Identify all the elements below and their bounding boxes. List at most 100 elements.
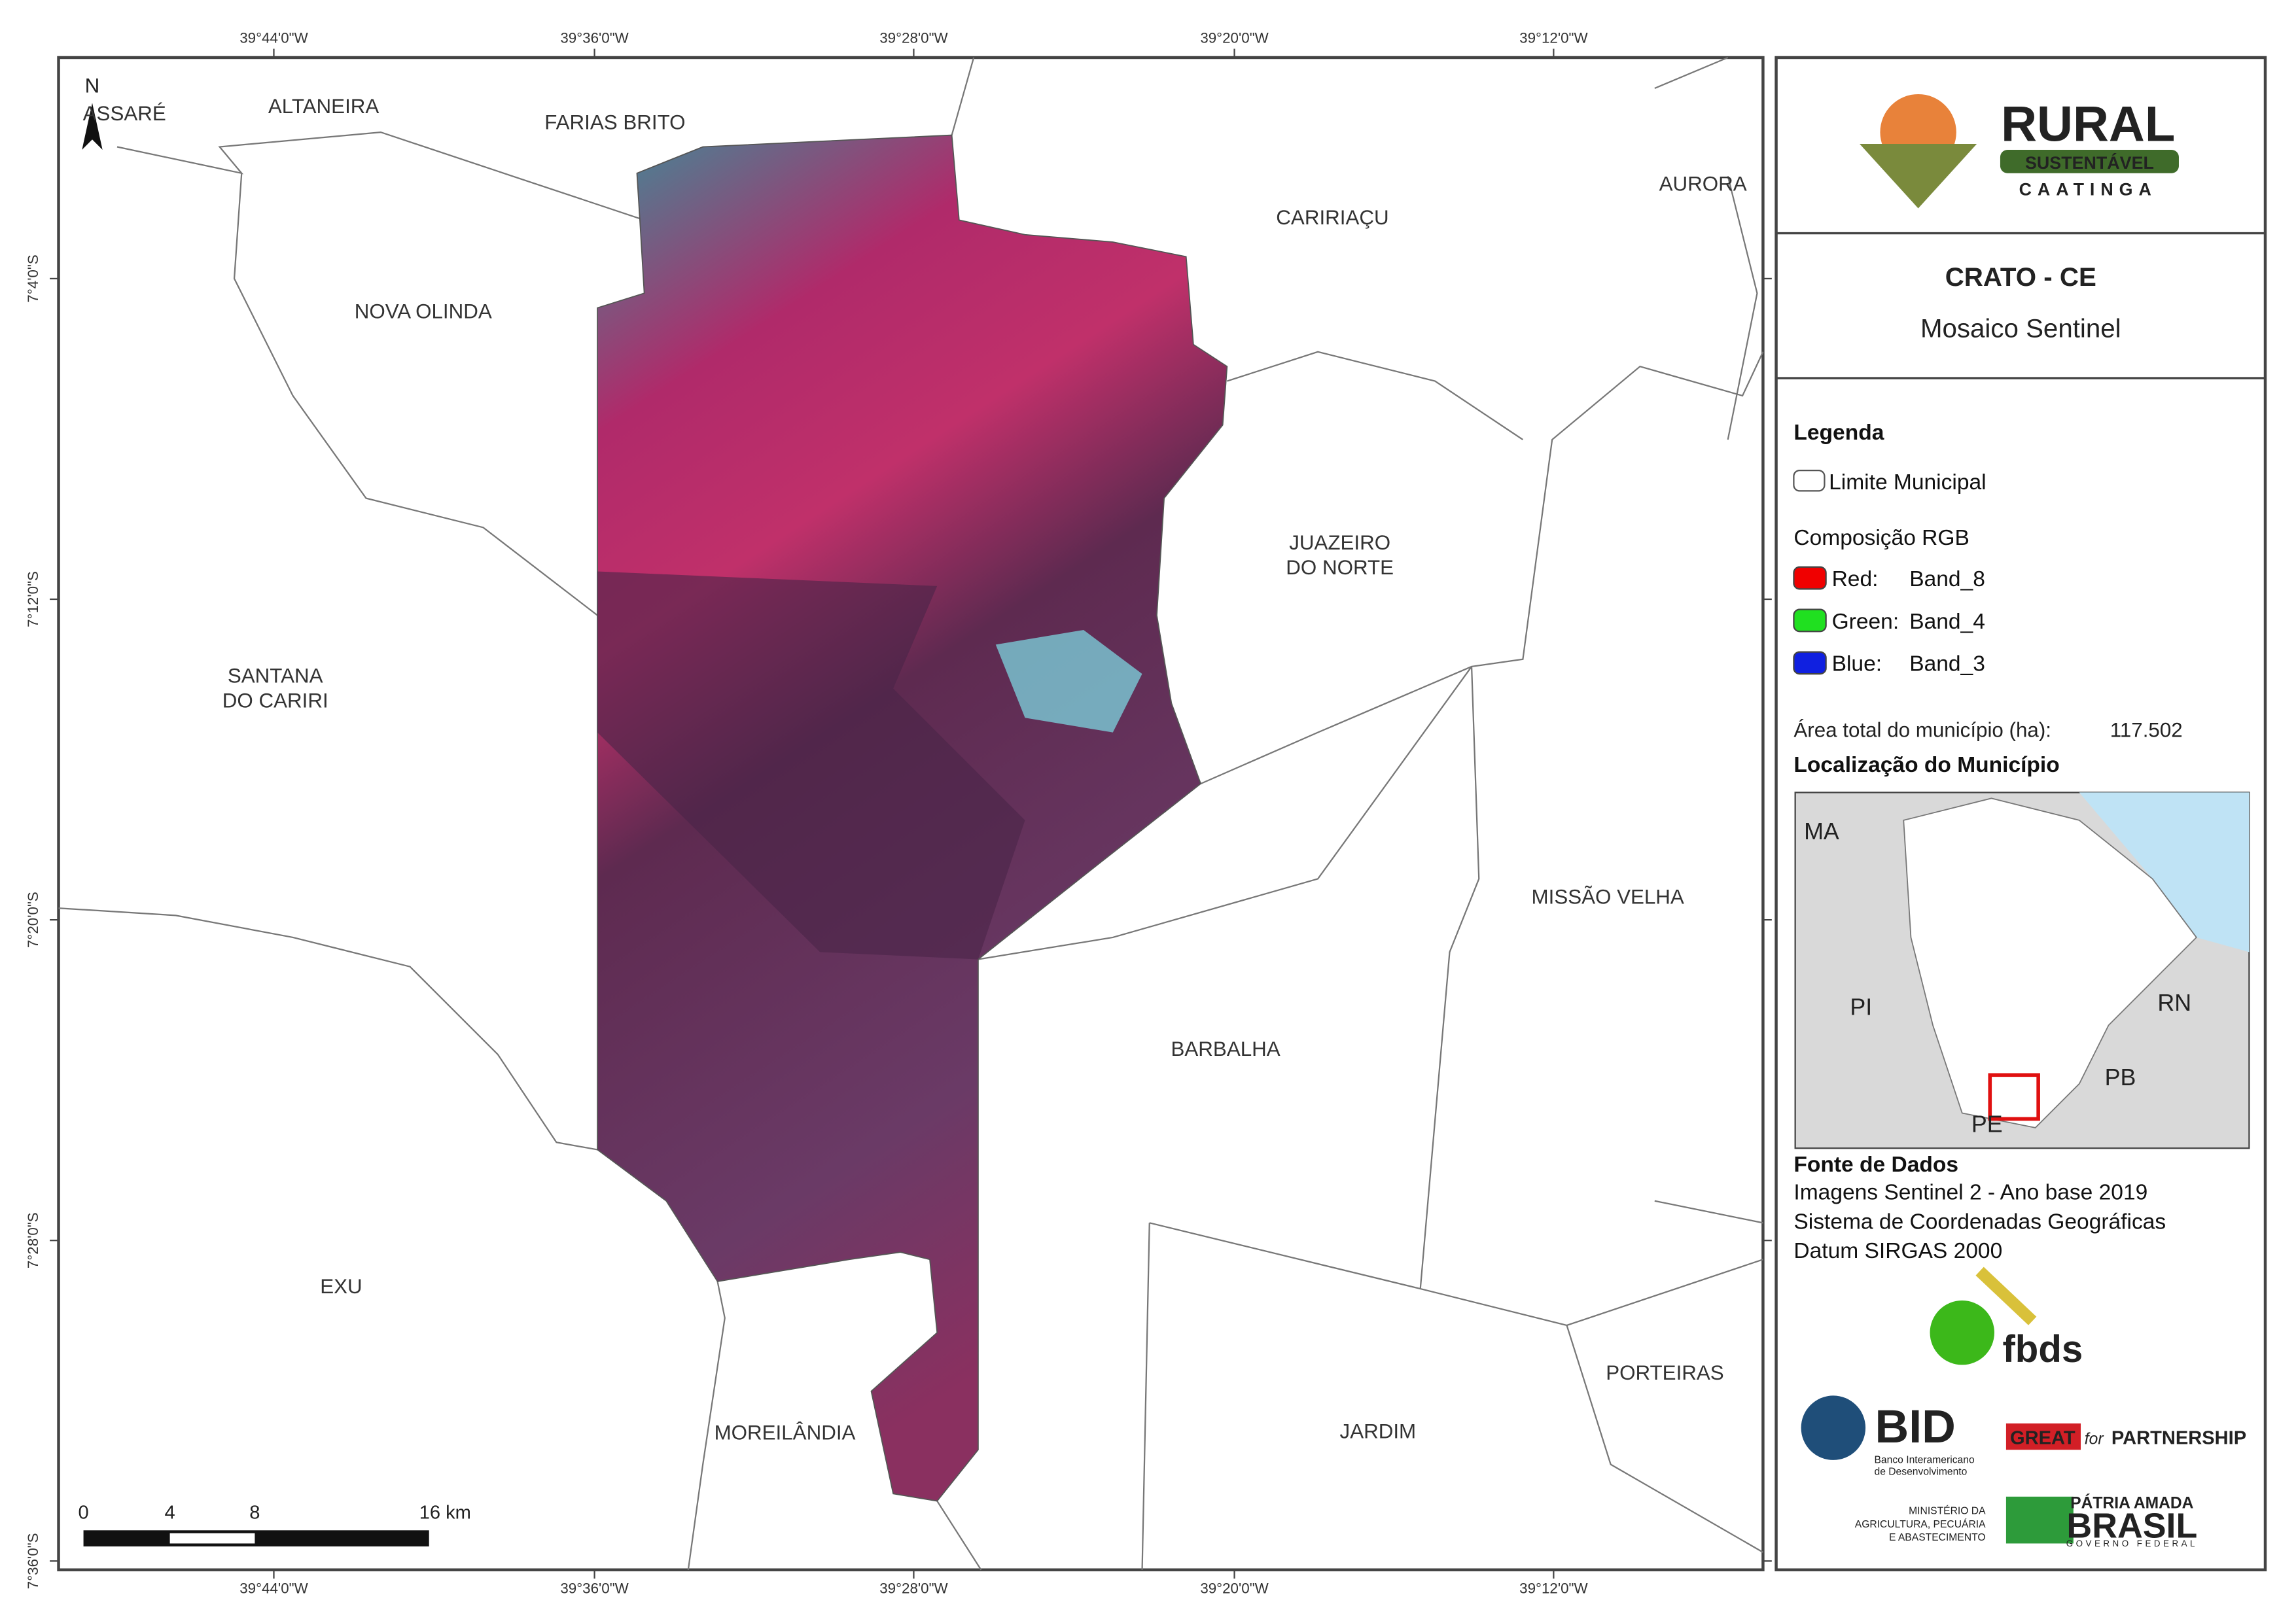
scale-bar <box>83 1530 429 1546</box>
municipality-label: CARIRIAÇU <box>1276 206 1388 229</box>
top-tick-label: 39°28'0"W <box>879 30 948 46</box>
municipality-label: DO CARIRI <box>222 689 328 712</box>
inset-label: PI <box>1850 994 1872 1021</box>
boundary <box>58 56 1764 1571</box>
for-text: for <box>2085 1430 2105 1448</box>
scale-bar-segment <box>169 1533 255 1544</box>
brasil-top: PÁTRIA AMADA <box>2070 1494 2193 1512</box>
bid-name: Banco Interamericano <box>1874 1454 1974 1465</box>
bid-name: de Desenvolvimento <box>1874 1466 1967 1477</box>
fbds-logo <box>1930 1300 1994 1365</box>
legend-swatch <box>1793 608 1827 633</box>
partnership-text: PARTNERSHIP <box>2111 1427 2246 1448</box>
title: CRATO - CE <box>1945 262 2096 292</box>
left-tick-label: 7°28'0"S <box>25 1212 41 1268</box>
municipality-label: JARDIM <box>1340 1420 1417 1442</box>
legend-swatch <box>1793 469 1826 492</box>
subtitle: Mosaico Sentinel <box>1920 313 2121 343</box>
logo-sub: CAATINGA <box>2019 179 2157 199</box>
legend-band: Band_3 <box>1909 652 1985 676</box>
gov: GOVERNO FEDERAL <box>2066 1539 2198 1548</box>
area-value: 117.502 <box>2110 718 2183 741</box>
fbds-text: fbds <box>2002 1328 2083 1370</box>
legend-item: Limite Municipal <box>1829 470 1987 495</box>
legend-band: Band_8 <box>1909 567 1985 591</box>
north-label: N <box>85 75 100 97</box>
inset-label: RN <box>2157 990 2191 1016</box>
inset-state <box>1903 797 2198 1128</box>
municipality-label: AURORA <box>1659 173 1747 196</box>
inset-label: PB <box>2105 1064 2136 1091</box>
source-line: Imagens Sentinel 2 - Ano base 2019 <box>1793 1181 2147 1205</box>
sources-heading: Fonte de Dados <box>1793 1153 1958 1177</box>
scale-bar-segment <box>83 1530 429 1546</box>
legend-band: Band_4 <box>1909 610 1985 634</box>
municipality-label: MOREILÂNDIA <box>715 1422 856 1444</box>
scale-label: 4 <box>165 1502 175 1523</box>
legend-heading: Composição RGB <box>1793 526 1969 550</box>
top-tick-label: 39°36'0"W <box>560 30 629 46</box>
ministry-line: E ABASTECIMENTO <box>1889 1532 1986 1543</box>
scale-label: 16 km <box>419 1502 471 1523</box>
brasil: BRASIL <box>2066 1506 2197 1545</box>
municipality-label: FARIAS BRITO <box>544 111 685 134</box>
legend-channel: Blue: <box>1832 652 1882 676</box>
legend-heading: Legenda <box>1793 421 1884 445</box>
fbds-logo-bar <box>1975 1266 2037 1325</box>
left-tick-label: 7°20'0"S <box>25 892 41 948</box>
location-heading: Localização do Município <box>1793 753 2059 777</box>
dark-area <box>597 571 1025 960</box>
panel: RURAL SUSTENTÁVEL CAATINGA CRATO - CE Mo… <box>1775 56 2267 1571</box>
bottom-tick-label: 39°12'0"W <box>1519 1580 1588 1597</box>
great-text: GREAT <box>2010 1427 2075 1448</box>
legend-swatch <box>1793 566 1827 590</box>
brasil-flag <box>2005 1496 2074 1544</box>
bottom-tick-label: 39°20'0"W <box>1200 1580 1269 1597</box>
logo-shield <box>1860 144 1977 209</box>
municipality-label: MISSÃO VELHA <box>1532 885 1684 908</box>
municipality-label: NOVA OLINDA <box>355 300 492 323</box>
great-box <box>2005 1423 2081 1450</box>
municipality-label: BARBALHA <box>1171 1038 1280 1060</box>
top-tick-label: 39°20'0"W <box>1200 30 1269 46</box>
map-frame: N ASSARÉ ALTANEIRA FARIAS BRITO CARIRIAÇU AU… <box>57 56 1765 1571</box>
top-tick-label: 39°44'0"W <box>239 30 308 46</box>
bid-logo <box>1801 1395 1866 1460</box>
bid-text: BID <box>1875 1401 1955 1453</box>
municipality-label: JUAZEIRO <box>1289 531 1390 554</box>
left-tick-label: 7°4'0"S <box>25 254 41 302</box>
municipality-label: ALTANEIRA <box>268 95 380 118</box>
north-arrow <box>82 103 103 150</box>
legend-channel: Green: <box>1832 610 1899 634</box>
municipality-label: DO NORTE <box>1286 556 1394 579</box>
inset-label: MA <box>1804 818 1839 845</box>
municipality-label: PORTEIRAS <box>1606 1361 1723 1384</box>
area-label: Área total do município (ha): <box>1793 718 2051 741</box>
logo-band <box>2000 149 2179 173</box>
ministry-line: MINISTÉRIO DA <box>1909 1505 1986 1517</box>
municipality-label: EXU <box>320 1275 362 1298</box>
left-tick-label: 7°36'0"S <box>25 1533 41 1589</box>
bottom-tick-label: 39°44'0"W <box>239 1580 308 1597</box>
inset-locator <box>1988 1073 2040 1121</box>
scale-label: 8 <box>249 1502 260 1523</box>
inset-map <box>1794 792 2250 1149</box>
logo-title: RURAL <box>2001 97 2175 152</box>
top-tick-label: 39°12'0"W <box>1519 30 1588 46</box>
legend-swatch <box>1793 651 1827 675</box>
left-tick-label: 7°12'0"S <box>25 571 41 627</box>
ministry-line: AGRICULTURA, PECUÁRIA <box>1855 1518 1986 1530</box>
inset-label: PE <box>1971 1111 2003 1138</box>
scale-label: 0 <box>78 1502 88 1523</box>
logo-band-text: SUSTENTÁVEL <box>2025 152 2154 173</box>
source-line: Sistema de Coordenadas Geográficas <box>1793 1210 2166 1234</box>
bright-area <box>995 630 1142 733</box>
municipality-label: ASSARÉ <box>83 102 166 125</box>
bottom-tick-label: 39°28'0"W <box>879 1580 948 1597</box>
source-line: Datum SIRGAS 2000 <box>1793 1239 2002 1263</box>
legend-channel: Red: <box>1832 567 1879 591</box>
municipality-label: SANTANA <box>228 665 323 688</box>
bottom-tick-label: 39°36'0"W <box>560 1580 629 1597</box>
inset-sea <box>2079 792 2250 952</box>
